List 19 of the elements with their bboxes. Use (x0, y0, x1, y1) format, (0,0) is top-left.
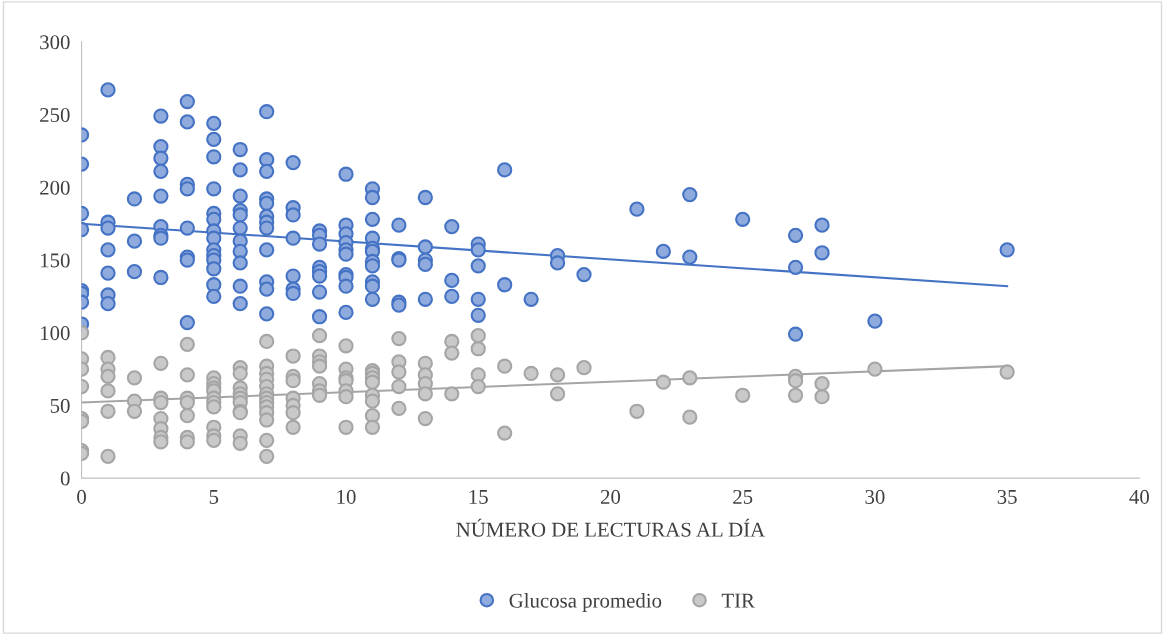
x-tick-label: 0 (77, 489, 86, 504)
x-axis-title: NÚMERO DE LECTURAS AL DÍA (456, 518, 766, 537)
y-tick-label: 50 (50, 398, 70, 413)
x-tick-label: 20 (600, 489, 621, 504)
x-tick-label: 25 (733, 489, 753, 504)
y-tick-label: 100 (41, 326, 70, 341)
x-tick-label: 35 (997, 489, 1017, 504)
y-tick-label: 150 (41, 253, 70, 268)
x-tick-label: 5 (209, 490, 219, 504)
x-tick-label: 10 (337, 489, 356, 504)
x-tick-label: 15 (469, 489, 488, 504)
legend-label: Glucosa promedio (509, 593, 662, 612)
y-tick-label: 200 (40, 180, 70, 195)
y-tick-label: 300 (40, 35, 70, 50)
y-tick-label: 250 (40, 107, 70, 123)
y-tick-label: 0 (60, 471, 70, 486)
legend-label: TIR (721, 593, 755, 608)
x-tick-label: 40 (1129, 489, 1149, 504)
x-tick-label: 30 (865, 489, 885, 504)
